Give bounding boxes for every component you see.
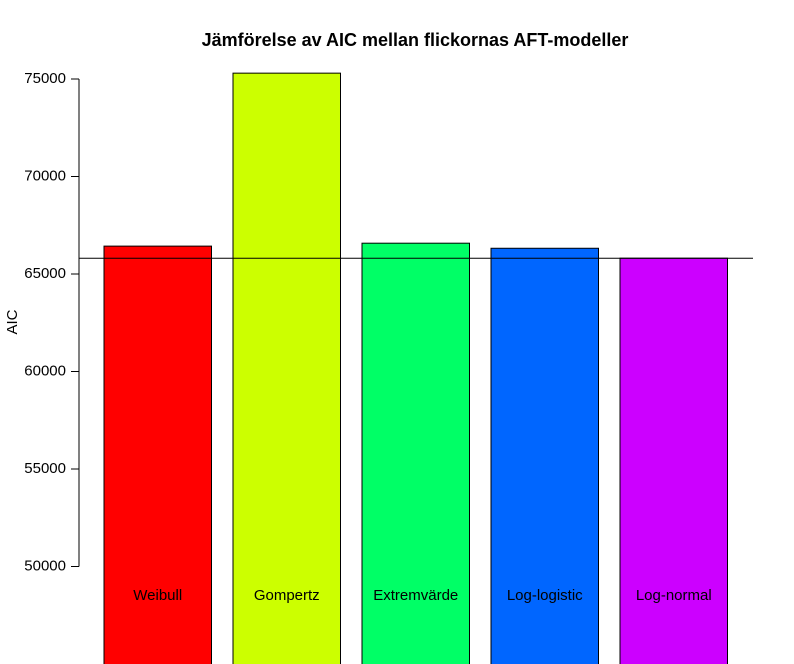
y-tick-label: 55000 bbox=[24, 460, 66, 477]
bar bbox=[490, 247, 599, 664]
y-tick-label: 65000 bbox=[24, 265, 66, 282]
bar bbox=[232, 72, 341, 664]
y-tick-label: 75000 bbox=[24, 70, 66, 87]
bar bbox=[619, 257, 728, 664]
category-label: Log-logistic bbox=[507, 587, 583, 604]
y-tick-label: 50000 bbox=[24, 557, 66, 574]
bar bbox=[103, 245, 212, 664]
y-axis-label: AIC bbox=[4, 309, 21, 334]
category-label: Extremvärde bbox=[373, 587, 458, 604]
y-tick-label: 60000 bbox=[24, 362, 66, 379]
category-label: Log-normal bbox=[636, 587, 712, 604]
chart-title: Jämförelse av AIC mellan flickornas AFT-… bbox=[202, 30, 629, 50]
category-label: Gompertz bbox=[254, 587, 320, 604]
category-label: Weibull bbox=[133, 587, 182, 604]
bar bbox=[361, 242, 470, 664]
y-tick-label: 70000 bbox=[24, 167, 66, 184]
